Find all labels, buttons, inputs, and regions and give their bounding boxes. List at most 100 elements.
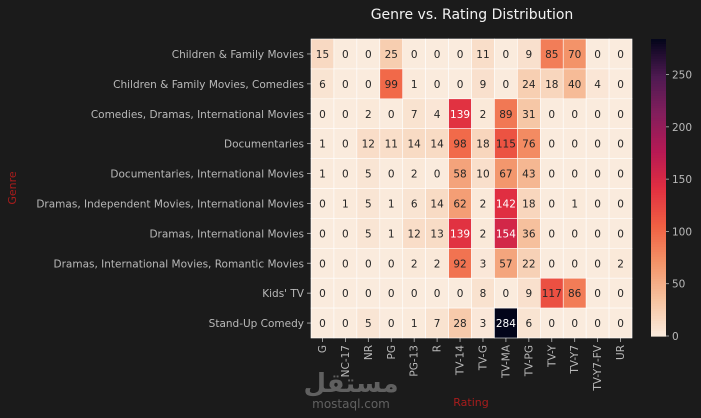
cell-value-label: 4 <box>594 79 601 91</box>
cell-value-label: 11 <box>385 139 398 151</box>
cell-value-label: 22 <box>522 258 535 270</box>
cell-value-label: 0 <box>503 79 510 91</box>
cell-value-label: 1 <box>319 139 326 151</box>
cell-value-label: 24 <box>522 79 536 91</box>
cell-value-label: 0 <box>571 139 578 151</box>
colorbar-segment <box>651 170 666 174</box>
colorbar-segment <box>651 51 666 55</box>
cell-value-label: 0 <box>319 288 326 300</box>
colorbar-segment <box>651 321 666 325</box>
colorbar-segment <box>651 152 666 156</box>
cell-value-label: 0 <box>548 228 555 240</box>
colorbar-segment <box>651 56 666 60</box>
cell-value-label: 6 <box>411 198 418 210</box>
colorbar-segment <box>651 229 666 233</box>
colorbar-segment <box>651 259 666 263</box>
colorbar-segment <box>651 150 666 154</box>
cell-value-label: 0 <box>594 139 601 151</box>
colorbar-segment <box>651 142 666 147</box>
cell-value-label: 0 <box>411 49 418 61</box>
colorbar-segment <box>651 313 666 317</box>
colorbar-segment <box>651 135 666 139</box>
cell-value-label: 139 <box>450 228 470 240</box>
colorbar-segment <box>651 61 666 65</box>
x-tick-label: TV-Y <box>546 344 558 368</box>
colorbar-segment <box>651 108 666 112</box>
cell-value-label: 2 <box>411 258 418 270</box>
colorbar-segment <box>651 241 666 246</box>
colorbar-segment <box>651 180 666 184</box>
cell-value-label: 0 <box>388 258 395 270</box>
x-tick-label: TV-MA <box>500 344 512 379</box>
cell-value-label: 18 <box>522 198 535 210</box>
cell-value-label: 15 <box>316 49 329 61</box>
cell-value-label: 0 <box>571 258 578 270</box>
cell-value-label: 3 <box>480 258 487 270</box>
cell-value-label: 0 <box>594 258 601 270</box>
cell-value-label: 18 <box>476 139 489 151</box>
cell-value-label: 0 <box>548 258 555 270</box>
cell-value-label: 9 <box>525 49 532 61</box>
cell-value-label: 2 <box>480 198 487 210</box>
cell-value-label: 0 <box>617 198 624 210</box>
cell-value-label: 0 <box>434 79 441 91</box>
cell-value-label: 0 <box>434 49 441 61</box>
watermark-latin: mostaql.com <box>312 397 390 411</box>
colorbar-segment <box>651 288 666 293</box>
cell-value-label: 0 <box>594 318 601 330</box>
cell-value-label: 5 <box>365 169 372 181</box>
colorbar-segment <box>651 274 666 278</box>
watermark: مستقل mostaql.com <box>303 369 398 411</box>
colorbar-segment <box>651 145 666 149</box>
cell-value-label: 115 <box>496 139 516 151</box>
x-tick-label: G <box>317 345 329 353</box>
cell-value-label: 0 <box>457 79 464 91</box>
colorbar-segment <box>651 284 666 288</box>
chart-title: Genre vs. Rating Distribution <box>371 7 574 23</box>
colorbar-segment <box>651 249 666 253</box>
y-tick-label: Dramas, Independent Movies, Internationa… <box>36 198 304 210</box>
colorbar-segment <box>651 293 666 298</box>
heatmap-cells: 15 0 0 25 0 0 0 11 0 9 85 70 0 06 0 0 99 1 0 0 9 0 24 18 40 4 00 0 2… <box>310 38 633 339</box>
colorbar-segment <box>651 43 666 48</box>
colorbar-segment <box>651 256 666 260</box>
x-tick-label: NC-17 <box>340 345 352 377</box>
colorbar-segment <box>651 76 666 80</box>
colorbar-segment <box>651 53 666 57</box>
colorbar-segment <box>651 147 666 151</box>
cell-value-label: 1 <box>571 198 578 210</box>
cell-value-label: 1 <box>319 169 326 181</box>
cell-value-label: 92 <box>453 258 466 270</box>
cell-value-label: 14 <box>430 198 444 210</box>
cell-value-label: 0 <box>594 109 601 121</box>
cell-value-label: 0 <box>434 169 441 181</box>
colorbar-tick-label: 150 <box>672 174 692 186</box>
y-tick-labels: Children & Family Movies Children & Famil… <box>36 49 311 330</box>
cell-value-label: 98 <box>453 139 466 151</box>
cell-value-label: 0 <box>594 228 601 240</box>
cell-value-label: 2 <box>480 228 487 240</box>
cell-value-label: 0 <box>571 109 578 121</box>
colorbar-segment <box>651 237 666 241</box>
colorbar-segment <box>651 63 666 67</box>
colorbar-segment <box>651 281 666 285</box>
cell-value-label: 0 <box>503 288 510 300</box>
colorbar-segment <box>651 162 666 166</box>
cell-value-label: 40 <box>568 79 581 91</box>
colorbar-segment <box>651 276 666 280</box>
colorbar-tick-label: 100 <box>672 226 692 238</box>
colorbar-segment <box>651 303 666 307</box>
x-tick-label: TV-PG <box>523 345 535 377</box>
cell-value-label: 0 <box>319 198 326 210</box>
x-tick-label: UR <box>615 345 627 360</box>
colorbar-segment <box>651 224 666 228</box>
colorbar-segment <box>651 73 666 77</box>
colorbar-segment <box>651 86 666 90</box>
colorbar-segment <box>651 214 666 218</box>
colorbar-segment <box>651 301 666 305</box>
colorbar-segment <box>651 115 666 119</box>
colorbar-segment <box>651 100 666 104</box>
cell-value-label: 0 <box>571 318 578 330</box>
cell-value-label: 6 <box>319 79 326 91</box>
cell-value-label: 85 <box>545 49 558 61</box>
